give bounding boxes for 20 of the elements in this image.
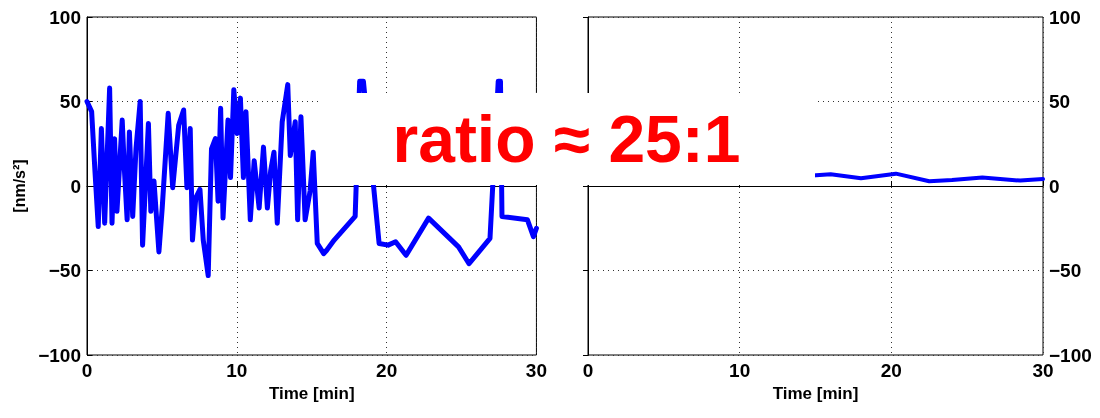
y-tick-label: −50 — [1049, 260, 1082, 281]
x-axis-title: Time [min] — [268, 383, 355, 403]
y-tick-label: 0 — [70, 175, 81, 197]
y-tick-label: 50 — [1049, 91, 1071, 112]
x-tick-label: 0 — [582, 360, 594, 381]
annotation: ratio ≈ 25:1 — [318, 93, 815, 185]
x-tick-label: 10 — [226, 360, 248, 381]
y-tick-label: 50 — [59, 91, 81, 112]
y-tick-label: 100 — [49, 6, 81, 28]
y-tick-label: 0 — [1049, 175, 1060, 197]
y-tick-label: 100 — [1049, 6, 1081, 28]
x-axis-title: Time [min] — [772, 383, 859, 403]
y-axis-title: [nm/s²] — [10, 159, 28, 213]
x-tick-label: 10 — [729, 360, 751, 381]
x-tick-label: 20 — [880, 360, 902, 381]
x-tick-label: 30 — [1032, 360, 1054, 381]
x-tick-label: 30 — [525, 360, 547, 381]
x-tick-label: 20 — [376, 360, 398, 381]
y-tick-label: −50 — [48, 260, 81, 281]
y-tick-label: −100 — [38, 344, 81, 366]
